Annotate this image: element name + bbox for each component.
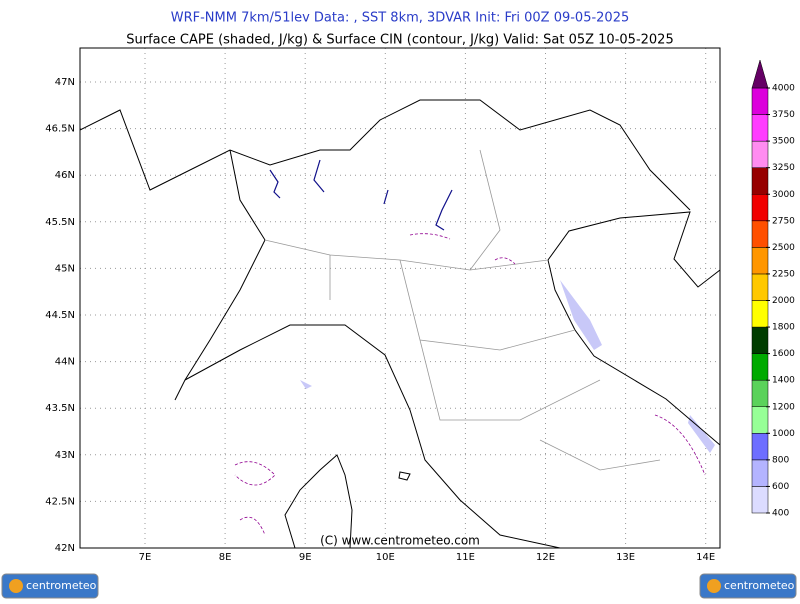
lat-label: 42.5N	[45, 496, 75, 507]
colorbar-label: 3500	[772, 137, 795, 147]
map-shapes	[79, 99, 721, 549]
tyrrhenian-coast	[184, 324, 561, 549]
colorbar-arrow	[751, 59, 769, 89]
region-borders	[264, 149, 661, 471]
colorbar-label: 600	[772, 482, 789, 492]
colorbar-label: 1800	[772, 323, 795, 333]
cin-contours	[234, 233, 706, 536]
colorbar-label: 2500	[772, 243, 795, 253]
lat-label: 47N	[55, 77, 75, 88]
lat-label: 44.5N	[45, 310, 75, 321]
grid: 42N 42.5N 43N 43.5N 44N 44.5N 45N 45.5N 46N 46.5N…	[45, 48, 720, 563]
logo-box	[699, 573, 797, 599]
colorbar-label: 2750	[772, 216, 795, 226]
lon-label: 10E	[376, 552, 395, 563]
colorbar-label: 4000	[772, 84, 795, 94]
lat-label: 42N	[55, 543, 75, 554]
lat-label: 46N	[55, 170, 75, 181]
lat-label: 45N	[55, 263, 75, 274]
lon-label: 8E	[219, 552, 232, 563]
colorbar-swatch	[751, 167, 769, 195]
colorbar-label: 400	[772, 509, 789, 519]
colorbar: 400 600 800 1000 1200 1400 1600 1800 2000 2250 250…	[751, 59, 795, 519]
logo-text: centrometeo	[26, 579, 97, 592]
colorbar-swatch	[751, 326, 769, 354]
subtitle: Surface CAPE (shaded, J/kg) & Surface CI…	[126, 33, 673, 48]
lat-label: 46.5N	[45, 124, 75, 135]
colorbar-swatch	[751, 194, 769, 222]
logo-left: centrometeo	[1, 573, 99, 599]
logo-box	[1, 573, 99, 599]
colorbar-label: 800	[772, 455, 789, 465]
cape-area	[300, 280, 715, 453]
lakes	[269, 159, 453, 231]
lon-label: 13E	[616, 552, 635, 563]
colorbar-swatch	[751, 459, 769, 487]
colorbar-label: 1400	[772, 376, 795, 386]
france-border	[174, 149, 266, 401]
colorbar-swatch	[751, 406, 769, 434]
map-frame	[79, 47, 721, 549]
logo-icon	[707, 579, 721, 593]
lon-label: 7E	[139, 552, 152, 563]
colorbar-swatch	[751, 379, 769, 407]
colorbar-swatch	[751, 273, 769, 301]
colorbar-label: 3000	[772, 190, 795, 200]
colorbar-label: 3250	[772, 163, 795, 173]
colorbar-label: 3750	[772, 110, 795, 120]
colorbar-label: 1200	[772, 402, 795, 412]
lat-label: 44N	[55, 357, 75, 368]
colorbar-label: 2000	[772, 296, 795, 306]
alps-border	[79, 99, 691, 211]
lat-label: 45.5N	[45, 217, 75, 228]
lon-label: 11E	[456, 552, 475, 563]
colorbar-label: 2250	[772, 269, 795, 279]
colorbar-swatch	[751, 353, 769, 381]
lon-label: 12E	[536, 552, 555, 563]
colorbar-swatch	[751, 87, 769, 115]
colorbar-swatch	[751, 247, 769, 275]
logo-icon	[9, 579, 23, 593]
lon-label: 14E	[696, 552, 715, 563]
title: WRF-NMM 7km/51lev Data: , SST 8km, 3DVAR…	[171, 11, 630, 26]
colorbar-swatch	[751, 220, 769, 248]
lat-label: 43.5N	[45, 403, 75, 414]
colorbar-swatch	[751, 140, 769, 168]
adriatic-coast	[547, 211, 721, 446]
lon-label: 9E	[299, 552, 312, 563]
logo-right: centrometeo	[699, 573, 797, 599]
copyright: (C) www.centrometeo.com	[320, 534, 480, 548]
colorbar-swatch	[751, 114, 769, 142]
lat-label: 43N	[55, 450, 75, 461]
colorbar-label: 1600	[772, 349, 795, 359]
colorbar-swatch	[751, 433, 769, 461]
logo-text: centrometeo	[724, 579, 795, 592]
colorbar-swatch	[751, 300, 769, 328]
colorbar-swatch	[751, 486, 769, 514]
colorbar-label: 1000	[772, 429, 795, 439]
